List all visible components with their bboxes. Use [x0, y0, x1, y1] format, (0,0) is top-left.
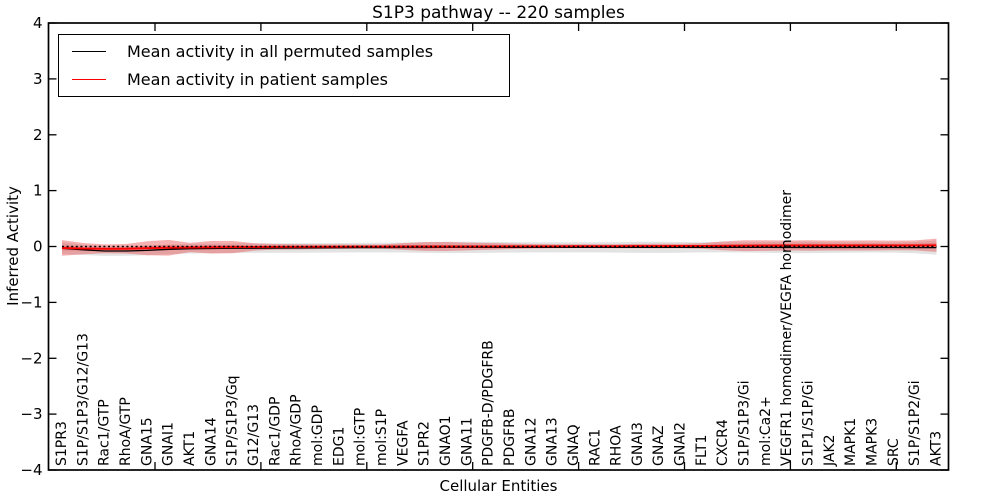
x-tick-label: AKT3	[929, 431, 945, 466]
x-tick-label: JAK2	[822, 434, 838, 467]
y-tick-label: −4	[20, 461, 42, 479]
legend-item-permuted: Mean activity in all permuted samples	[59, 42, 509, 61]
x-tick-label: GNA13	[545, 417, 561, 466]
x-tick-label: S1P/S1P3/Gi	[737, 380, 753, 466]
x-tick-label: GNAO1	[438, 415, 454, 466]
x-tick-label: S1P/S1P3/G12/G13	[75, 333, 91, 466]
y-tick-label: 3	[33, 70, 43, 88]
x-tick-label: G12/G13	[246, 404, 262, 466]
x-tick-label: VEGFR1 homodimer/VEGFA homodimer	[779, 190, 795, 466]
x-tick-label: GNA15	[139, 417, 155, 466]
x-tick-label: MAPK3	[865, 418, 881, 466]
x-tick-label: mol:GDP	[310, 405, 326, 466]
x-tick-label: S1P/S1P3/Gq	[225, 375, 241, 466]
x-tick-label: EDG1	[331, 427, 347, 466]
y-tick-label: 0	[33, 238, 43, 256]
y-tick-label: 2	[33, 126, 43, 144]
legend: Mean activity in all permuted samples Me…	[58, 34, 510, 97]
x-axis-label: Cellular Entities	[439, 477, 558, 495]
x-tick-label: VEGFA	[395, 420, 411, 466]
y-tick-label: −1	[20, 293, 42, 311]
x-tick-label: PDGFRB	[502, 409, 518, 466]
x-tick-label: AKT1	[182, 431, 198, 466]
permuted-std-band	[62, 240, 937, 256]
x-tick-label: RhoA/GDP	[289, 394, 305, 466]
x-tick-label: mol:Ca2+	[758, 396, 774, 466]
chart-title: S1P3 pathway -- 220 samples	[372, 3, 625, 23]
x-tick-label: GNAQ	[566, 424, 582, 466]
legend-item-patient: Mean activity in patient samples	[59, 70, 509, 89]
y-tick-label: −2	[20, 349, 42, 367]
x-tick-label: GNA14	[203, 417, 219, 466]
x-tick-label: Rac1/GDP	[267, 397, 283, 466]
x-tick-label: Rac1/GTP	[97, 399, 113, 466]
x-tick-label: S1P/S1P2/Gi	[907, 380, 923, 466]
y-tick-label: 1	[33, 182, 43, 200]
x-tick-label: GNAI1	[161, 422, 177, 466]
x-tick-label: RhoA/GTP	[118, 397, 134, 466]
permuted-mean-line-sample	[72, 51, 106, 53]
y-tick-label: 4	[33, 14, 43, 32]
x-tick-label: FLT1	[694, 435, 710, 466]
patient-mean-line-sample	[72, 78, 106, 80]
legend-label-patient: Mean activity in patient samples	[127, 69, 388, 89]
x-tick-label: GNAZ	[651, 426, 667, 467]
x-tick-label: RAC1	[587, 429, 603, 466]
x-tick-label: mol:GTP	[353, 408, 369, 466]
y-tick-label: −3	[20, 405, 42, 423]
x-tick-label: mol:S1P	[374, 409, 390, 466]
x-tick-label: S1P1/S1P/Gi	[801, 380, 817, 466]
legend-label-permuted: Mean activity in all permuted samples	[127, 42, 434, 62]
x-tick-label: GNA11	[459, 417, 475, 466]
x-tick-label: GNAI2	[673, 422, 689, 466]
x-tick-label: GNAI3	[630, 422, 646, 466]
x-tick-label: S1PR3	[54, 421, 70, 466]
x-tick-label: MAPK1	[843, 418, 859, 466]
x-tick-label: RHOA	[609, 425, 625, 466]
x-tick-label: PDGFB-D/PDGFRB	[481, 340, 497, 466]
x-tick-label: S1PR2	[417, 421, 433, 466]
x-tick-label: CXCR4	[715, 419, 731, 466]
x-tick-label: GNA12	[523, 417, 539, 466]
x-tick-label: SRC	[886, 438, 902, 466]
